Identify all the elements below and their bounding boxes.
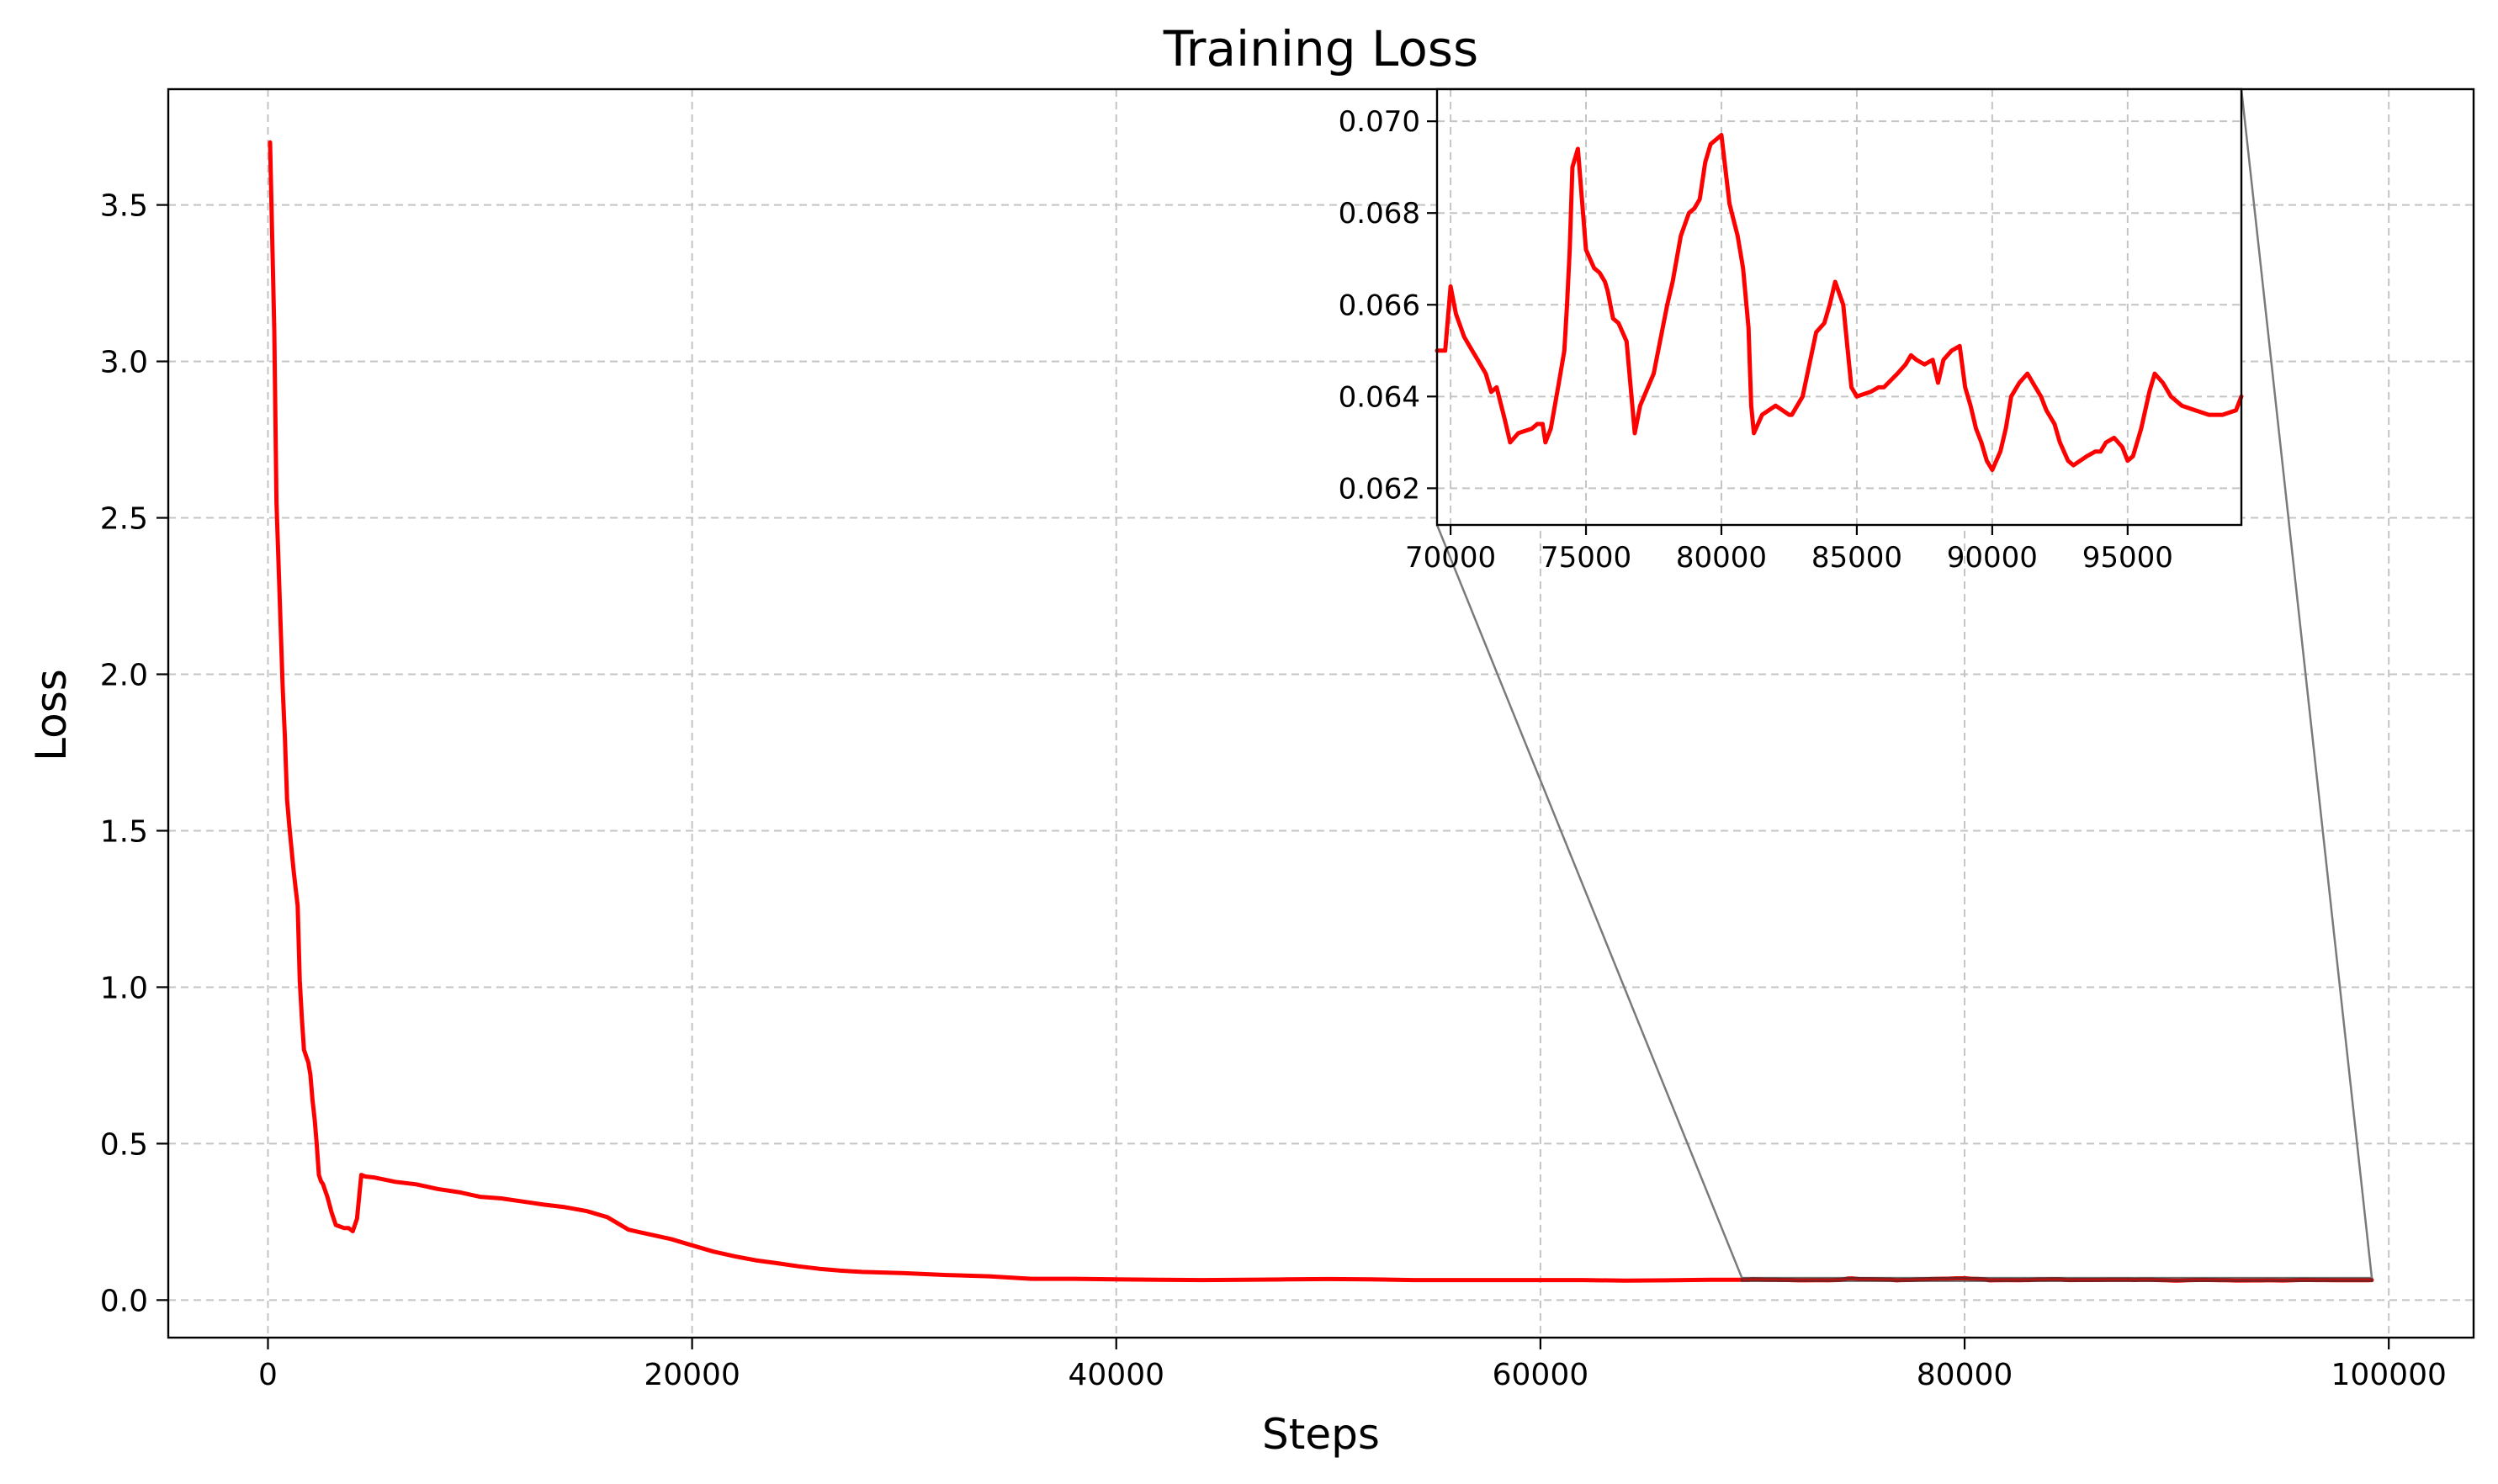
x-tick-label: 20000 bbox=[644, 1358, 740, 1392]
inset-y-tick-label: 0.064 bbox=[1339, 380, 1420, 414]
x-tick-label: 40000 bbox=[1068, 1358, 1164, 1392]
x-tick-label: 60000 bbox=[1493, 1358, 1589, 1392]
y-tick-label: 0.5 bbox=[100, 1127, 148, 1162]
inset-y-tick-label: 0.068 bbox=[1339, 197, 1420, 231]
inset-plot-frame bbox=[1435, 87, 2243, 527]
inset-x-tick-label: 90000 bbox=[1947, 541, 2038, 575]
inset-x-tick-label: 85000 bbox=[1811, 541, 1902, 575]
y-tick-label: 3.5 bbox=[100, 189, 148, 224]
inset-axis-ticks: 70000 75000 80000 85000 90000 95000 0.062 0.064… bbox=[1339, 105, 2173, 575]
inset-y-tick-label: 0.070 bbox=[1339, 105, 1420, 139]
x-tick-label: 80000 bbox=[1917, 1358, 2013, 1392]
inset-zoom-plot: 70000 75000 80000 85000 90000 95000 0.062 0.064… bbox=[1339, 87, 2244, 575]
inset-x-tick-label: 95000 bbox=[2082, 541, 2173, 575]
main-axis-ticks: 0 20000 40000 60000 80000 100000 0.0 0.5 1.0 1.5 2… bbox=[100, 189, 2447, 1392]
x-tick-label: 0 bbox=[258, 1358, 278, 1392]
y-tick-label: 1.5 bbox=[100, 814, 148, 849]
y-axis-label: Loss bbox=[27, 669, 76, 761]
inset-series bbox=[1435, 133, 2244, 473]
x-tick-label: 100000 bbox=[2331, 1358, 2446, 1392]
zoom-region-box bbox=[1741, 1276, 2373, 1282]
inset-loss-line bbox=[1435, 133, 2244, 473]
y-tick-label: 0.0 bbox=[100, 1284, 148, 1318]
chart-title: Training Loss bbox=[1163, 20, 1479, 77]
inset-x-tick-label: 70000 bbox=[1405, 541, 1496, 575]
inset-x-tick-label: 80000 bbox=[1676, 541, 1767, 575]
x-axis-label: Steps bbox=[1262, 1410, 1380, 1459]
y-tick-label: 1.0 bbox=[100, 971, 148, 1005]
y-tick-label: 2.0 bbox=[100, 659, 148, 693]
inset-y-tick-label: 0.062 bbox=[1339, 472, 1420, 506]
inset-y-tick-label: 0.066 bbox=[1339, 289, 1420, 322]
zoom-connector-line bbox=[2240, 88, 2373, 1279]
zoom-indicator bbox=[1435, 88, 2373, 1282]
inset-background bbox=[1437, 89, 2241, 525]
main-plot-frame bbox=[167, 87, 2475, 1339]
zoom-connector-line bbox=[1435, 524, 1743, 1279]
inset-x-tick-label: 75000 bbox=[1541, 541, 1631, 575]
y-tick-label: 2.5 bbox=[100, 502, 148, 537]
y-tick-label: 3.0 bbox=[100, 346, 148, 380]
